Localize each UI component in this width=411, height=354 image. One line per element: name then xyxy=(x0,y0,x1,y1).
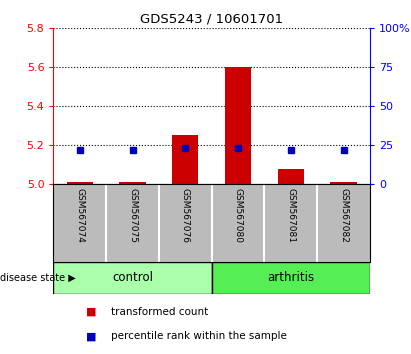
Text: ■: ■ xyxy=(86,307,97,316)
Bar xyxy=(67,182,93,184)
Text: GSM567081: GSM567081 xyxy=(286,188,295,243)
Bar xyxy=(330,182,357,184)
Text: control: control xyxy=(112,272,153,284)
Text: GSM567075: GSM567075 xyxy=(128,188,137,243)
Text: disease state ▶: disease state ▶ xyxy=(0,273,76,283)
Text: transformed count: transformed count xyxy=(111,307,208,316)
Text: GSM567074: GSM567074 xyxy=(75,188,84,243)
Title: GDS5243 / 10601701: GDS5243 / 10601701 xyxy=(140,13,283,26)
Text: ■: ■ xyxy=(86,331,97,341)
Bar xyxy=(225,67,251,184)
Bar xyxy=(212,262,370,294)
Text: arthritis: arthritis xyxy=(267,272,314,284)
Bar xyxy=(172,136,199,184)
Text: GSM567080: GSM567080 xyxy=(233,188,242,243)
Bar xyxy=(277,169,304,184)
Text: GSM567076: GSM567076 xyxy=(181,188,190,243)
Bar xyxy=(53,262,212,294)
Text: percentile rank within the sample: percentile rank within the sample xyxy=(111,331,287,341)
Text: GSM567082: GSM567082 xyxy=(339,188,348,243)
Bar xyxy=(119,182,146,184)
